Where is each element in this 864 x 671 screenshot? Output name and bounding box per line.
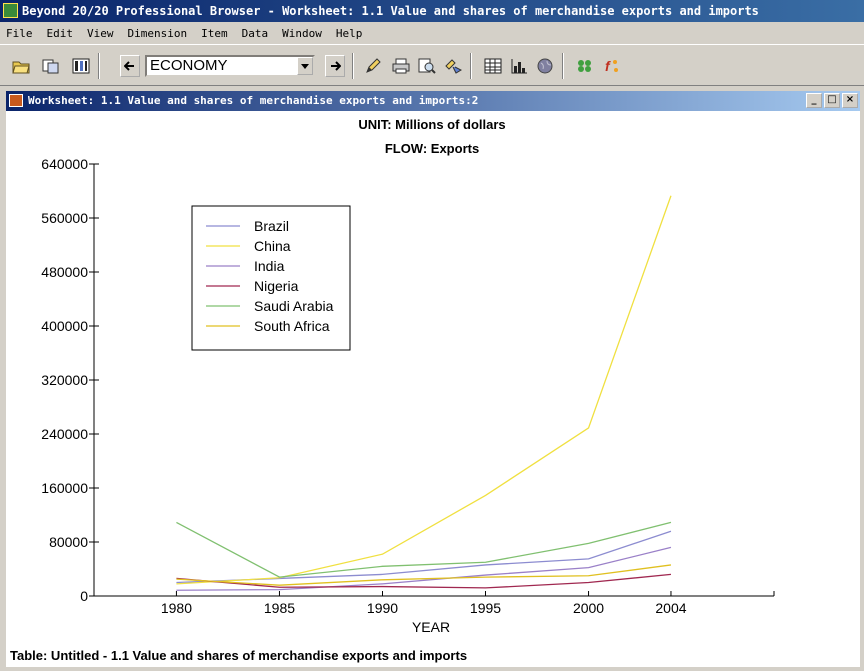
table-status-line: Table: Untitled - 1.1 Value and shares o… xyxy=(10,648,468,663)
menu-view[interactable]: View xyxy=(87,26,114,40)
y-tick-label: 320000 xyxy=(41,372,88,388)
window-controls: _ □ × xyxy=(806,93,858,108)
column-icon[interactable] xyxy=(70,55,92,77)
print-preview-icon[interactable] xyxy=(416,55,438,77)
y-tick-label: 400000 xyxy=(41,318,88,334)
chart-area: UNIT: Millions of dollars FLOW: Exports … xyxy=(6,111,860,649)
link-icon[interactable] xyxy=(442,55,464,77)
svg-text:f: f xyxy=(605,58,611,74)
menu-item[interactable]: Item xyxy=(201,26,228,40)
legend-label: Nigeria xyxy=(254,278,299,294)
chart-subtitle: FLOW: Exports xyxy=(385,141,479,156)
globe-icon[interactable] xyxy=(534,55,556,77)
y-tick-label: 560000 xyxy=(41,210,88,226)
legend-label: India xyxy=(254,258,285,274)
chevron-down-icon[interactable] xyxy=(297,57,313,75)
menu-help[interactable]: Help xyxy=(335,26,363,40)
worksheet-title-bar[interactable]: Worksheet: 1.1 Value and shares of merch… xyxy=(6,91,860,111)
table-icon[interactable] xyxy=(482,55,504,77)
series-line-south-africa xyxy=(176,564,672,586)
y-tick-label: 0 xyxy=(80,588,88,604)
menu-window[interactable]: Window xyxy=(282,26,322,40)
close-button[interactable]: × xyxy=(842,93,858,108)
dimension-select-value: ECONOMY xyxy=(150,57,228,74)
menu-dimension[interactable]: Dimension xyxy=(127,26,188,40)
y-tick-label: 640000 xyxy=(41,156,88,172)
y-tick-label: 240000 xyxy=(41,426,88,442)
open-folder-icon[interactable] xyxy=(10,55,32,77)
menu-data[interactable]: Data xyxy=(241,26,269,40)
line-chart: UNIT: Millions of dollars FLOW: Exports … xyxy=(41,117,775,635)
worksheet-icon xyxy=(9,94,23,107)
dots-icon[interactable] xyxy=(574,55,596,77)
app-title-bar[interactable]: Beyond 20/20 Professional Browser - Work… xyxy=(0,0,864,22)
minimize-button[interactable]: _ xyxy=(806,93,822,108)
x-tick-label: 2000 xyxy=(573,600,604,616)
legend-label: Brazil xyxy=(254,218,289,234)
app-logo-icon xyxy=(3,3,18,18)
series-line-india xyxy=(176,546,672,591)
pencil-icon[interactable] xyxy=(362,55,384,77)
x-tick-label: 1995 xyxy=(470,600,501,616)
y-tick-label: 480000 xyxy=(41,264,88,280)
menu-edit[interactable]: Edit xyxy=(46,26,74,40)
x-tick-label: 1990 xyxy=(367,600,398,616)
worksheet-title: Worksheet: 1.1 Value and shares of merch… xyxy=(28,94,479,107)
maximize-button[interactable]: □ xyxy=(824,93,840,108)
x-tick-label: 2004 xyxy=(655,600,686,616)
y-tick-label: 80000 xyxy=(49,534,88,550)
menu-file[interactable]: File xyxy=(6,26,33,40)
x-tick-label: 1985 xyxy=(264,600,295,616)
toolbar: ECONOMY f xyxy=(0,44,864,86)
previous-icon[interactable] xyxy=(120,55,140,77)
series-line-china xyxy=(176,195,672,585)
x-tick-label: 1980 xyxy=(161,600,192,616)
function-icon[interactable]: f xyxy=(600,55,622,77)
legend-label: South Africa xyxy=(254,318,330,334)
next-icon[interactable] xyxy=(325,55,345,77)
y-tick-label: 160000 xyxy=(41,480,88,496)
chart-title: UNIT: Millions of dollars xyxy=(358,117,505,132)
toolbar-separator xyxy=(470,53,472,79)
app-title: Beyond 20/20 Professional Browser - Work… xyxy=(22,4,759,18)
toolbar-separator xyxy=(562,53,564,79)
menu-bar: File Edit View Dimension Item Data Windo… xyxy=(0,22,864,44)
worksheet-window: Worksheet: 1.1 Value and shares of merch… xyxy=(4,89,862,669)
print-icon[interactable] xyxy=(390,55,412,77)
bar-chart-icon[interactable] xyxy=(508,55,530,77)
copy-icon[interactable] xyxy=(40,55,62,77)
series-line-saudi-arabia xyxy=(176,521,672,578)
toolbar-separator xyxy=(98,53,100,79)
series-line-nigeria xyxy=(176,573,672,589)
x-axis-label: YEAR xyxy=(412,619,450,635)
legend-label: Saudi Arabia xyxy=(254,298,334,314)
toolbar-separator xyxy=(352,53,354,79)
legend-label: China xyxy=(254,238,291,254)
dimension-select[interactable]: ECONOMY xyxy=(145,55,315,77)
